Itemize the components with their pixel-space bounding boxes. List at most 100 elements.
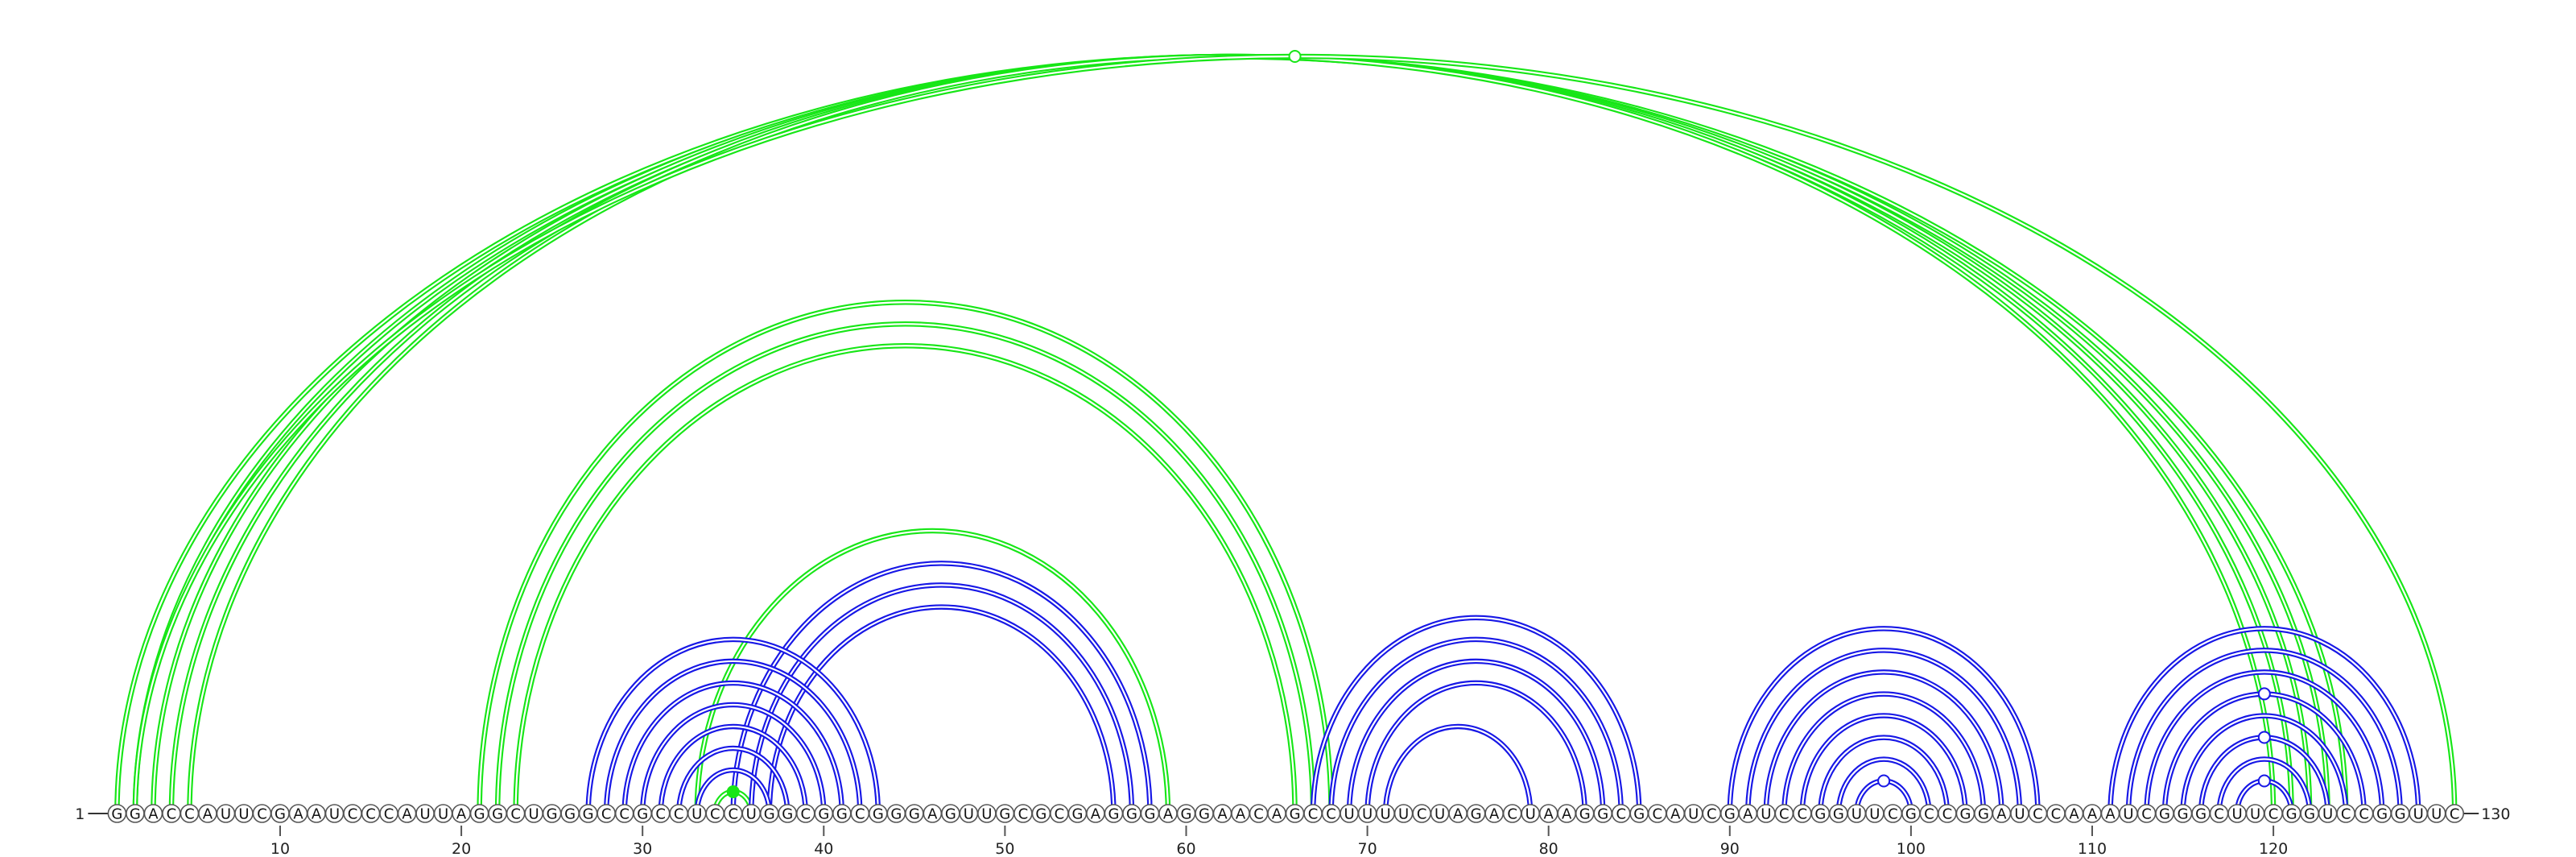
- arc-core: [1765, 671, 2003, 814]
- tick-label: 110: [2078, 840, 2107, 857]
- nucleotide: U: [2010, 804, 2029, 823]
- tick-label: 20: [452, 840, 471, 857]
- arc-pair-33-37: [694, 767, 773, 814]
- arc-pair-1-124: [114, 53, 2349, 814]
- arc-core: [188, 55, 2275, 814]
- nucleotide: C: [795, 804, 815, 823]
- nucleotide-letter: A: [2105, 806, 2116, 823]
- nucleotide: U: [959, 804, 979, 823]
- arc-outline: [132, 53, 2458, 814]
- nucleotide-letter: A: [2069, 806, 2079, 823]
- nucleotide-letter: U: [329, 806, 340, 823]
- nucleotide-letter: C: [1507, 806, 1517, 823]
- nucleotide: A: [1086, 804, 1105, 823]
- nucleotide-letter: C: [855, 806, 865, 823]
- nucleotide-letter: G: [1290, 806, 1301, 823]
- arc-core: [659, 725, 807, 814]
- tick-10: 10: [270, 826, 290, 857]
- arc-outline: [151, 53, 2313, 814]
- nucleotide-letter: U: [1398, 806, 1409, 823]
- nucleotide-letter: G: [945, 806, 956, 823]
- arc-core: [116, 55, 2347, 814]
- nucleotide: U: [433, 804, 453, 823]
- arc-pair-96-101: [1835, 756, 1932, 814]
- arc-outline: [132, 53, 2330, 814]
- nucleotide-letter: U: [419, 806, 430, 823]
- nucleotide: G: [1067, 804, 1088, 823]
- tick-80: 80: [1539, 826, 1558, 857]
- arc-core: [497, 323, 1315, 814]
- nucleotide: U: [687, 804, 707, 823]
- arc-core: [587, 638, 879, 814]
- nucleotide: U: [1376, 804, 1395, 823]
- arc-core: [696, 768, 770, 814]
- nucleotide: C: [1412, 804, 1431, 823]
- arc-pair-5-120: [187, 53, 2277, 814]
- nucleotide-letter: A: [1489, 806, 1500, 823]
- nucleotide: U: [415, 804, 435, 823]
- nucleotide: A: [1557, 804, 1576, 823]
- nucleotide-letter: C: [655, 806, 666, 823]
- nucleotide: G: [1955, 804, 1975, 823]
- arcs-layer: [114, 53, 2458, 814]
- nucleotide: G: [578, 804, 598, 823]
- nucleotide-letter: U: [691, 806, 702, 823]
- nucleotide-letter: C: [2450, 806, 2460, 823]
- nucleotide: C: [614, 804, 634, 823]
- nucleotide-letter: C: [1253, 806, 1264, 823]
- nucleotide: U: [1340, 804, 1359, 823]
- nucleotide: G: [2300, 804, 2319, 823]
- nucleotide-letter: U: [529, 806, 539, 823]
- nucleotide-letter: G: [836, 806, 848, 823]
- arc-pair-117-122: [2216, 756, 2313, 814]
- arc-core: [2109, 627, 2420, 814]
- nucleotide-letter: G: [1814, 806, 1826, 823]
- arc-pair-35-58: [730, 561, 1153, 814]
- nucleotide: A: [288, 804, 308, 823]
- nucleotide: G: [995, 804, 1015, 823]
- nucleotide: C: [669, 804, 689, 823]
- nucleotide-letter: A: [203, 806, 213, 823]
- nucleotide-letter: C: [1652, 806, 1662, 823]
- arc-core: [152, 55, 2311, 814]
- nucleotide: G: [759, 804, 779, 823]
- nucleotide-circle: [2445, 804, 2464, 823]
- nucleotide-letter: G: [2178, 806, 2189, 823]
- arc-pair-23-66: [513, 343, 1298, 814]
- arc-pair-21-68: [477, 300, 1334, 814]
- tick-label: 40: [814, 840, 833, 857]
- arc-core: [1385, 725, 1532, 814]
- nucleotide: U: [234, 804, 254, 823]
- nucleotide-letter: C: [1707, 806, 1717, 823]
- nucleotide: A: [1992, 804, 2012, 823]
- start-label: 1: [75, 805, 85, 823]
- nucleotide-letter: U: [221, 806, 231, 823]
- nucleotide-letter: C: [2033, 806, 2043, 823]
- nucleotide-letter: G: [2159, 806, 2170, 823]
- nucleotide: C: [1502, 804, 1522, 823]
- nucleotide: G: [2281, 804, 2301, 823]
- nucleotide-letter: U: [2231, 806, 2242, 823]
- tick-50: 50: [995, 826, 1014, 857]
- nucleotide: G: [941, 804, 960, 823]
- arc-core: [1783, 693, 1985, 814]
- nucleotide-letter: C: [710, 806, 720, 823]
- arc-core: [1819, 736, 1949, 814]
- arc-core: [1311, 616, 1641, 814]
- nucleotide-letter: C: [2359, 806, 2369, 823]
- tick-label: 50: [995, 840, 1014, 857]
- arc-marker: [726, 785, 740, 798]
- nucleotide: G: [270, 804, 290, 823]
- nucleotide: U: [1357, 804, 1377, 823]
- nucleotide: G: [1104, 804, 1124, 823]
- nucleotide: U: [2426, 804, 2446, 823]
- nucleotide-letter: A: [1163, 806, 1174, 823]
- tick-100: 100: [1897, 826, 1926, 857]
- arc-core: [134, 55, 2329, 814]
- arc-pair-22-67: [494, 321, 1316, 814]
- nucleotide-letter: C: [2341, 806, 2351, 823]
- nucleotide: G: [1629, 804, 1649, 823]
- nucleotide: C: [1050, 804, 1069, 823]
- nucleotide: C: [2264, 804, 2283, 823]
- arc-core: [678, 747, 789, 814]
